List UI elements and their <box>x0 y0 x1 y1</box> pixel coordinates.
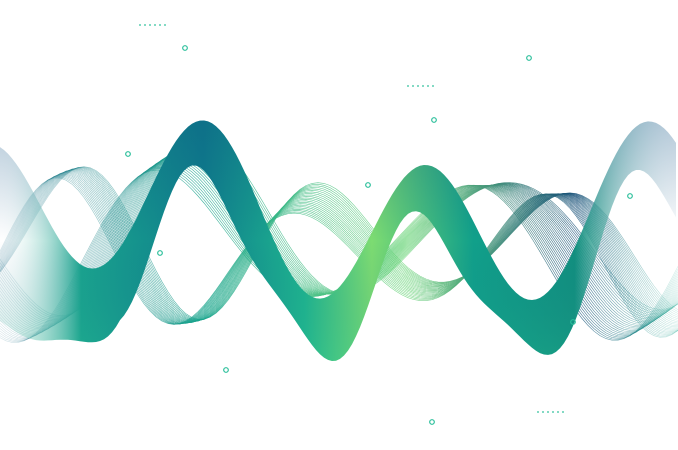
ring-dot <box>125 151 131 157</box>
ring-dot <box>365 182 371 188</box>
dot <box>159 24 161 26</box>
wave-line <box>0 176 678 337</box>
dot <box>149 24 151 26</box>
ring-dot <box>223 367 229 373</box>
dot <box>552 411 554 413</box>
wave-line <box>0 169 678 325</box>
dot <box>427 85 429 87</box>
ring-dot <box>182 45 188 51</box>
dot <box>557 411 559 413</box>
dot <box>407 85 409 87</box>
wave-line <box>0 173 678 332</box>
dot <box>154 24 156 26</box>
dot <box>422 85 424 87</box>
ribbon-shade <box>0 120 676 361</box>
wave-line <box>0 171 678 329</box>
ribbon <box>0 120 676 361</box>
ring-dot <box>526 55 532 61</box>
dot <box>432 85 434 87</box>
ring-dot <box>157 250 163 256</box>
wave-line <box>0 173 678 333</box>
wave-line <box>0 172 678 331</box>
decor-dots <box>125 24 633 425</box>
ring-dot <box>431 117 437 123</box>
dot <box>139 24 141 26</box>
wave-line <box>0 170 678 326</box>
dot <box>164 24 166 26</box>
wave-line <box>0 171 678 330</box>
ring-dot <box>627 193 633 199</box>
dot <box>542 411 544 413</box>
dot <box>537 411 539 413</box>
wave-line <box>0 175 678 335</box>
wave-line <box>0 170 678 328</box>
ring-dot <box>429 419 435 425</box>
dot <box>547 411 549 413</box>
wave-line <box>0 174 678 334</box>
wave-line <box>0 177 678 338</box>
dot <box>562 411 564 413</box>
dot <box>144 24 146 26</box>
wave-line <box>0 175 678 336</box>
dot <box>417 85 419 87</box>
ring-dot <box>570 319 576 325</box>
dot <box>412 85 414 87</box>
